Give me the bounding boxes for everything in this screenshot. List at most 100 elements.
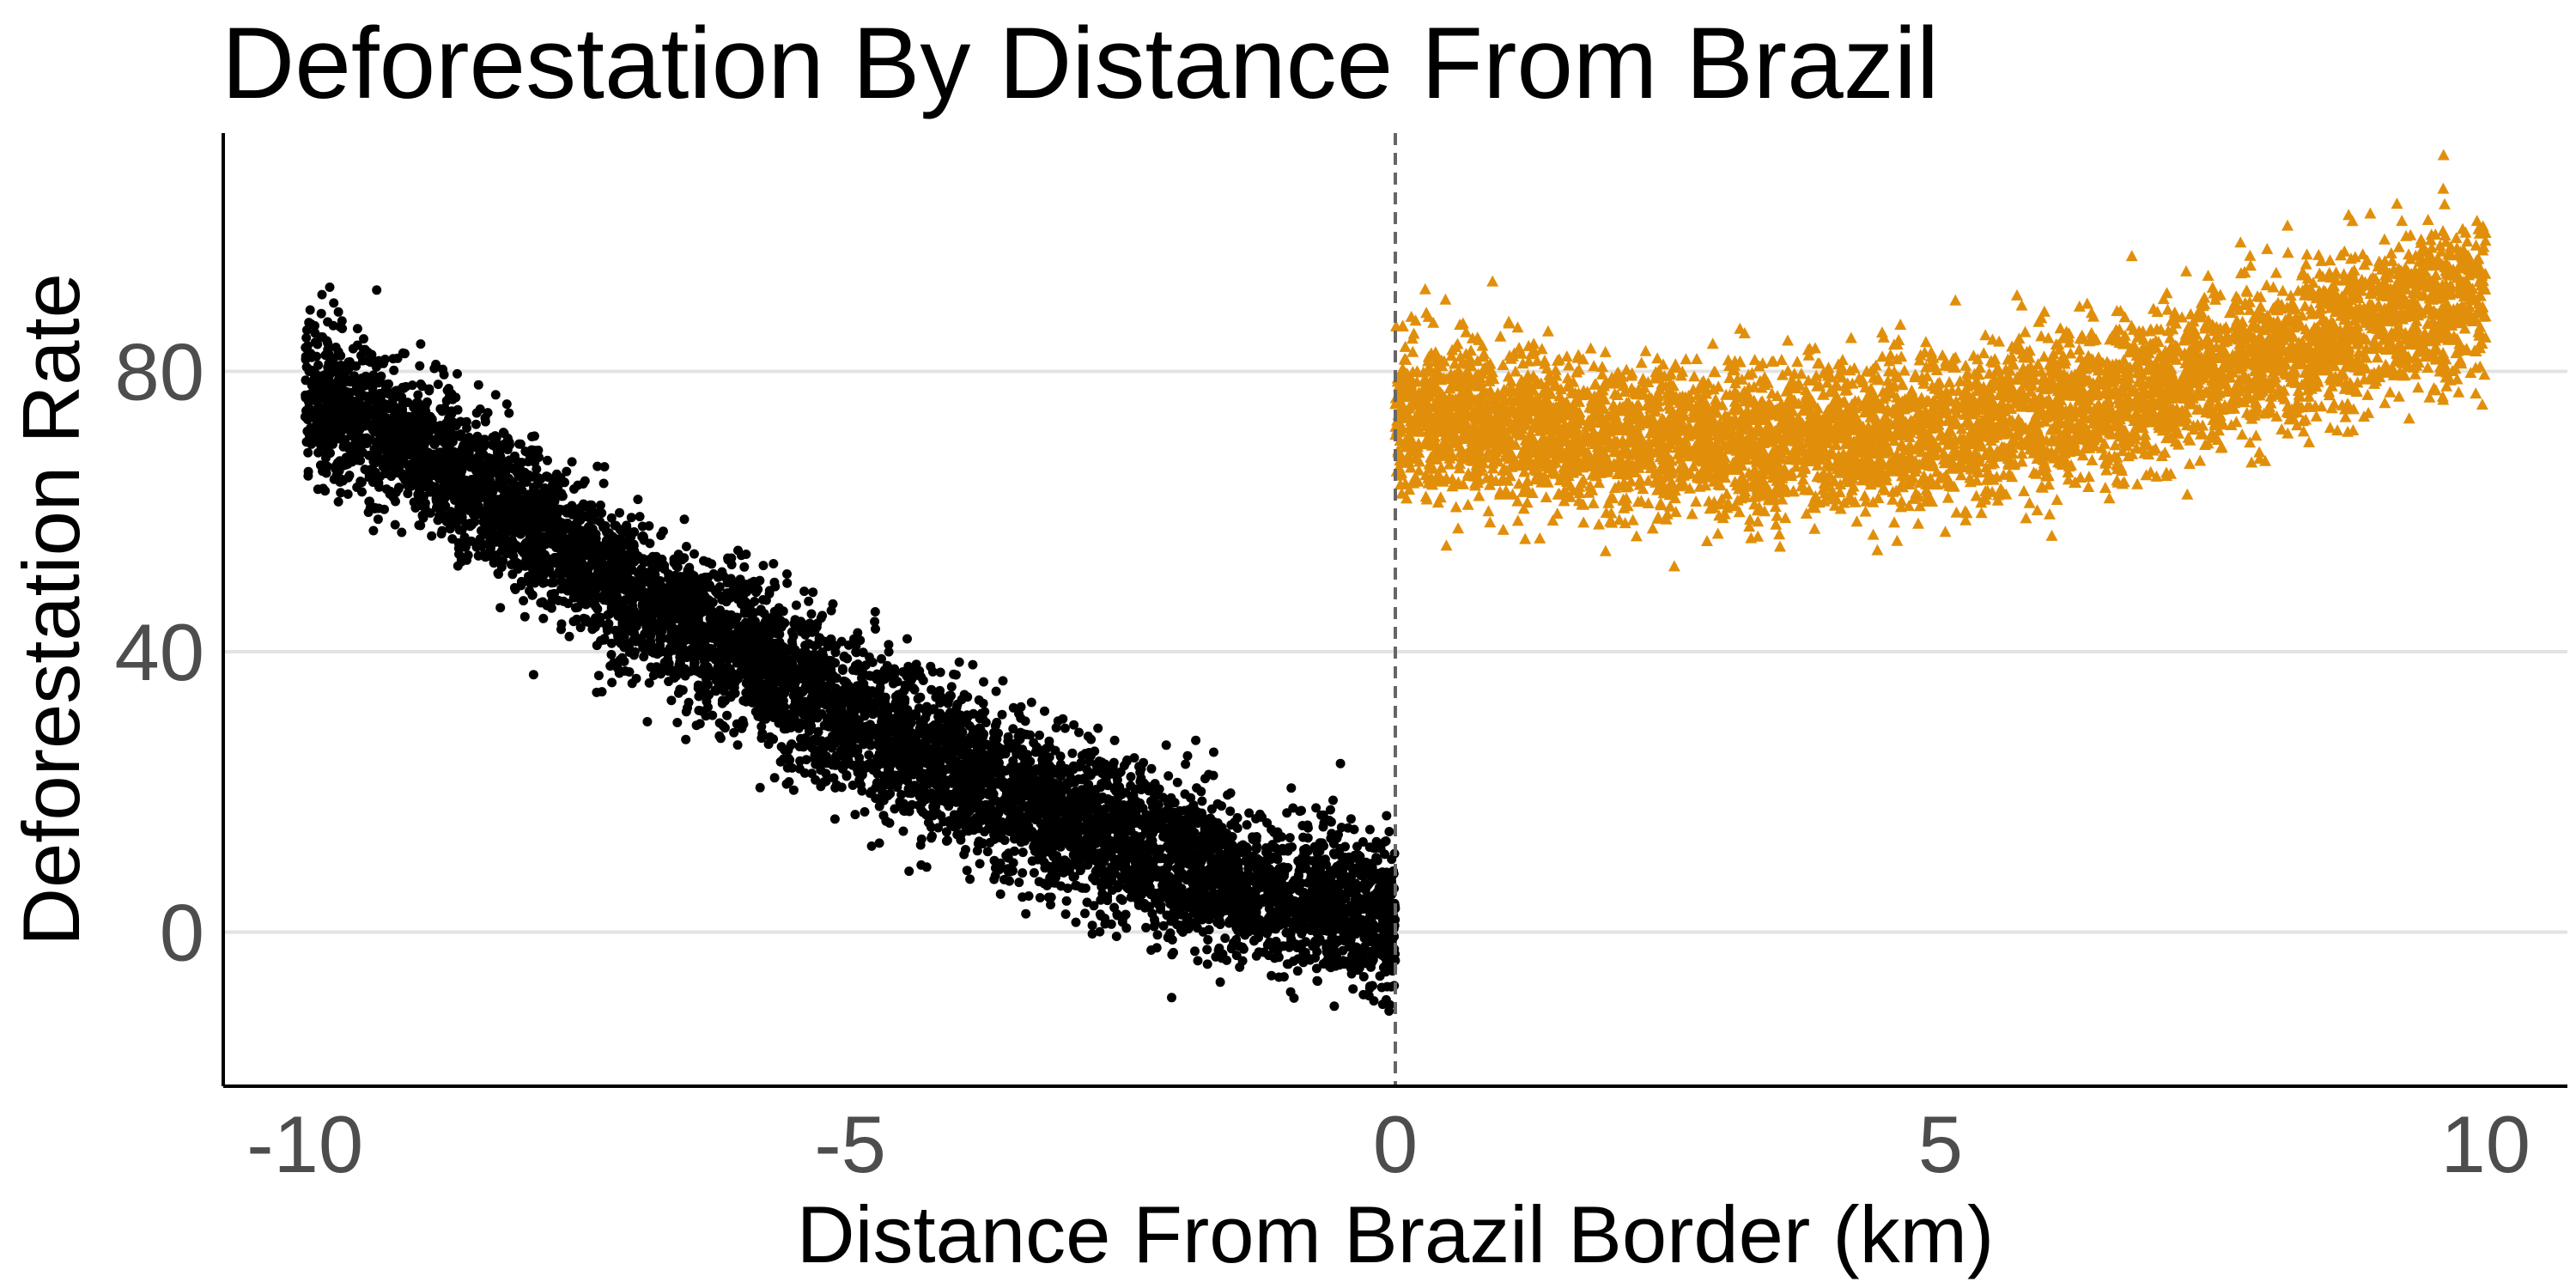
data-point <box>871 624 880 634</box>
data-point <box>594 550 605 561</box>
data-point <box>866 841 877 851</box>
data-point <box>666 696 677 706</box>
data-point <box>1084 756 1095 767</box>
data-point <box>547 578 556 588</box>
data-point <box>1087 929 1097 939</box>
data-point <box>732 740 743 750</box>
data-point <box>769 773 780 783</box>
data-point <box>1193 956 1203 966</box>
data-point <box>1146 763 1157 774</box>
data-point <box>1243 869 1254 879</box>
data-point <box>898 826 908 836</box>
data-point <box>975 859 985 869</box>
data-point <box>788 785 799 795</box>
data-point <box>902 634 912 644</box>
data-point <box>690 652 700 662</box>
data-point <box>1004 848 1014 859</box>
data-point <box>941 827 951 837</box>
data-point <box>1289 896 1299 906</box>
data-point <box>1087 920 1097 931</box>
data-point <box>765 732 775 742</box>
data-point <box>658 526 668 537</box>
data-point <box>755 782 765 793</box>
data-point <box>826 605 836 616</box>
data-point <box>333 307 343 317</box>
data-point <box>884 640 894 650</box>
data-point <box>599 462 610 472</box>
data-point <box>536 598 546 608</box>
data-point <box>1369 996 1379 1006</box>
data-point <box>1018 868 1028 878</box>
data-point <box>1197 796 1207 806</box>
data-point <box>1203 935 1213 945</box>
data-point <box>1286 884 1297 895</box>
data-point <box>1202 959 1212 969</box>
data-point <box>1325 805 1335 815</box>
data-point <box>1358 989 1369 999</box>
data-point <box>507 569 518 580</box>
data-point <box>1115 768 1125 778</box>
data-point <box>1097 889 1108 899</box>
data-point <box>808 587 818 598</box>
data-point <box>567 457 577 467</box>
data-point <box>621 619 631 629</box>
data-point <box>782 569 792 579</box>
data-point <box>1225 806 1236 817</box>
data-point <box>632 633 642 643</box>
data-point <box>1069 720 1079 730</box>
data-point <box>1215 920 1225 930</box>
data-point <box>336 488 346 498</box>
data-point <box>1109 757 1119 768</box>
data-point <box>1055 759 1066 769</box>
data-point <box>998 676 1008 686</box>
data-point <box>528 670 538 680</box>
data-point <box>368 526 379 536</box>
data-point <box>978 698 988 708</box>
data-point <box>1060 909 1071 920</box>
data-point <box>995 858 1005 868</box>
data-point <box>735 623 744 634</box>
data-point <box>471 419 481 429</box>
data-point <box>1254 947 1264 957</box>
data-point <box>453 368 462 379</box>
data-point <box>592 461 603 471</box>
data-point <box>302 341 313 351</box>
data-point <box>1311 963 1321 974</box>
data-point <box>1161 740 1171 750</box>
data-point <box>1035 893 1045 902</box>
data-point <box>374 435 385 446</box>
data-point <box>388 354 398 364</box>
data-point <box>963 826 974 836</box>
data-point <box>763 739 774 750</box>
data-point <box>304 318 314 328</box>
data-point <box>775 756 786 767</box>
data-point <box>714 718 725 728</box>
data-point <box>776 742 787 752</box>
data-point <box>606 513 617 523</box>
data-point <box>1158 920 1169 931</box>
data-point <box>791 600 801 611</box>
data-point <box>946 682 957 692</box>
data-point <box>435 404 446 414</box>
data-point <box>942 835 952 846</box>
data-point <box>769 559 779 568</box>
data-point <box>473 380 483 390</box>
data-point <box>325 283 335 292</box>
data-point <box>1214 943 1224 953</box>
data-point <box>831 750 841 761</box>
data-point <box>318 483 328 494</box>
data-point <box>995 889 1005 899</box>
data-point <box>1109 735 1120 745</box>
data-point <box>397 527 407 538</box>
data-point <box>633 495 643 505</box>
data-point <box>433 515 443 526</box>
data-point <box>850 810 860 820</box>
chart-title: Deforestation By Distance From Brazil <box>222 7 1940 120</box>
data-point <box>1167 993 1176 1003</box>
data-point <box>1165 899 1176 909</box>
data-point <box>433 380 443 390</box>
data-point <box>343 489 353 499</box>
data-point <box>1217 953 1227 963</box>
data-point <box>817 708 827 719</box>
data-point <box>380 355 390 364</box>
